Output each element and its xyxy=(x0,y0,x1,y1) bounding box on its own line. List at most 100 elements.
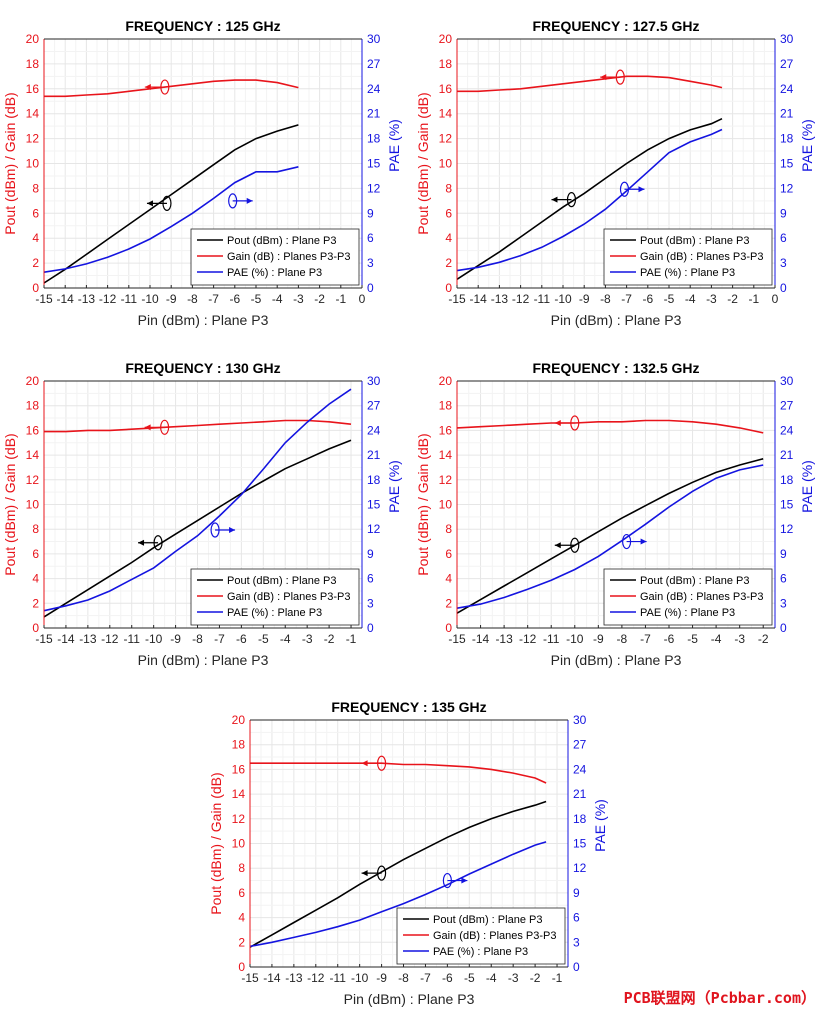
gain-marker-arrowhead xyxy=(144,424,151,431)
y-left-tick-label: 20 xyxy=(26,32,40,46)
legend-entry: PAE (%) : Plane P3 xyxy=(433,946,528,958)
y-left-tick-label: 8 xyxy=(32,181,39,195)
y-right-tick-label: 27 xyxy=(780,399,794,413)
y-left-tick-label: 16 xyxy=(26,423,40,437)
y-left-tick-label: 2 xyxy=(32,596,39,610)
y-right-axis-label: PAE (%) xyxy=(799,119,815,172)
y-right-tick-label: 12 xyxy=(780,522,794,536)
x-tick-label: -11 xyxy=(123,632,140,646)
legend-entry: Gain (dB) : Planes P3-P3 xyxy=(640,251,764,263)
x-tick-label: -13 xyxy=(285,971,303,985)
x-tick-label: 0 xyxy=(359,292,366,306)
y-right-tick-label: 30 xyxy=(780,32,794,46)
x-tick-label: -7 xyxy=(214,632,225,646)
y-right-tick-label: 30 xyxy=(573,713,587,727)
y-left-tick-label: 10 xyxy=(439,498,453,512)
series-line-pout xyxy=(456,458,764,614)
y-left-tick-label: 8 xyxy=(32,522,39,536)
y-right-tick-label: 24 xyxy=(573,762,587,776)
x-tick-label: -3 xyxy=(508,971,519,985)
watermark-text: PCB联盟网（Pcbbar.com） xyxy=(623,989,816,1007)
series-line-pout xyxy=(43,124,299,284)
legend-entry: Gain (dB) : Planes P3-P3 xyxy=(227,251,351,263)
x-tick-label: -15 xyxy=(241,971,259,985)
y-left-tick-label: 6 xyxy=(238,886,245,900)
series-line-pae xyxy=(456,128,723,272)
x-tick-label: -4 xyxy=(685,292,696,306)
x-tick-label: -3 xyxy=(302,632,313,646)
y-right-tick-label: 27 xyxy=(780,57,794,71)
x-tick-label: -3 xyxy=(706,292,717,306)
legend-entry: PAE (%) : Plane P3 xyxy=(640,607,735,619)
y-left-tick-label: 18 xyxy=(26,399,40,413)
y-right-tick-label: 24 xyxy=(367,423,381,437)
x-tick-label: -13 xyxy=(495,632,513,646)
gain-marker-arrowhead xyxy=(554,419,561,426)
x-tick-label: -1 xyxy=(552,971,563,985)
x-tick-label: -10 xyxy=(351,971,369,985)
y-left-tick-label: 10 xyxy=(232,837,246,851)
legend: Pout (dBm) : Plane P3 Gain (dB) : Planes … xyxy=(190,568,360,626)
x-tick-label: -10 xyxy=(141,292,159,306)
x-tick-label: -10 xyxy=(145,632,163,646)
legend-box xyxy=(190,228,360,286)
legend-entry: PAE (%) : Plane P3 xyxy=(227,607,322,619)
y-right-tick-label: 21 xyxy=(573,787,587,801)
x-tick-label: -6 xyxy=(642,292,653,306)
x-tick-label: -5 xyxy=(251,292,262,306)
y-right-tick-label: 6 xyxy=(780,231,787,245)
x-tick-label: -13 xyxy=(491,292,509,306)
y-left-tick-label: 0 xyxy=(32,281,39,295)
y-right-tick-label: 3 xyxy=(780,256,787,270)
x-axis-label: Pin (dBm) : Plane P3 xyxy=(551,652,682,668)
y-left-tick-label: 2 xyxy=(32,256,39,270)
y-right-tick-label: 6 xyxy=(367,572,374,586)
x-axis-label: Pin (dBm) : Plane P3 xyxy=(344,991,475,1007)
y-left-axis-label: Pout (dBm) / Gain (dB) xyxy=(208,772,224,914)
x-tick-label: -12 xyxy=(307,971,325,985)
y-left-tick-label: 12 xyxy=(232,812,246,826)
x-tick-label: -10 xyxy=(554,292,572,306)
legend-entry: Pout (dBm) : Plane P3 xyxy=(640,235,749,247)
x-tick-label: -9 xyxy=(593,632,604,646)
y-right-tick-label: 18 xyxy=(780,132,794,146)
chart-title: FREQUENCY : 130 GHz xyxy=(125,360,280,376)
x-tick-label: -9 xyxy=(376,971,387,985)
y-left-tick-label: 6 xyxy=(445,547,452,561)
x-tick-label: -5 xyxy=(258,632,269,646)
y-left-tick-label: 6 xyxy=(32,547,39,561)
chart-panel-4: -15 -14 -13 -12 -11 -10 -9 -8 -7 -6 -5 -4 -3 -2024681… xyxy=(415,360,815,668)
y-right-tick-label: 12 xyxy=(367,522,381,536)
y-left-tick-label: 6 xyxy=(445,206,452,220)
x-tick-label: -6 xyxy=(442,971,453,985)
y-left-tick-label: 16 xyxy=(439,82,453,96)
y-right-tick-label: 24 xyxy=(780,423,794,437)
y-right-tick-label: 15 xyxy=(367,498,381,512)
legend-box xyxy=(396,907,566,965)
x-tick-label: -5 xyxy=(464,971,475,985)
y-left-tick-label: 8 xyxy=(238,861,245,875)
y-right-tick-label: 18 xyxy=(573,812,587,826)
x-tick-label: -15 xyxy=(448,292,466,306)
y-right-tick-label: 27 xyxy=(367,57,381,71)
x-tick-label: -4 xyxy=(280,632,291,646)
x-tick-label: -2 xyxy=(727,292,738,306)
x-tick-label: -2 xyxy=(324,632,335,646)
x-tick-label: -5 xyxy=(664,292,675,306)
x-tick-label: -8 xyxy=(192,632,203,646)
legend: Pout (dBm) : Plane P3 Gain (dB) : Planes … xyxy=(603,228,773,286)
y-left-tick-label: 16 xyxy=(232,762,246,776)
y-left-tick-label: 12 xyxy=(26,473,40,487)
series-line-gain xyxy=(456,419,764,434)
y-right-axis-label: PAE (%) xyxy=(799,460,815,513)
y-right-axis-label: PAE (%) xyxy=(592,799,608,852)
y-right-tick-label: 24 xyxy=(780,82,794,96)
pae-marker-arrowhead xyxy=(640,538,647,545)
chart-title: FREQUENCY : 127.5 GHz xyxy=(532,18,699,34)
y-right-tick-label: 21 xyxy=(367,107,381,121)
legend-box xyxy=(603,228,773,286)
y-left-tick-label: 14 xyxy=(26,107,40,121)
legend-entry: Pout (dBm) : Plane P3 xyxy=(227,575,336,587)
gain-marker-arrowhead xyxy=(361,760,368,767)
x-tick-label: -9 xyxy=(166,292,177,306)
